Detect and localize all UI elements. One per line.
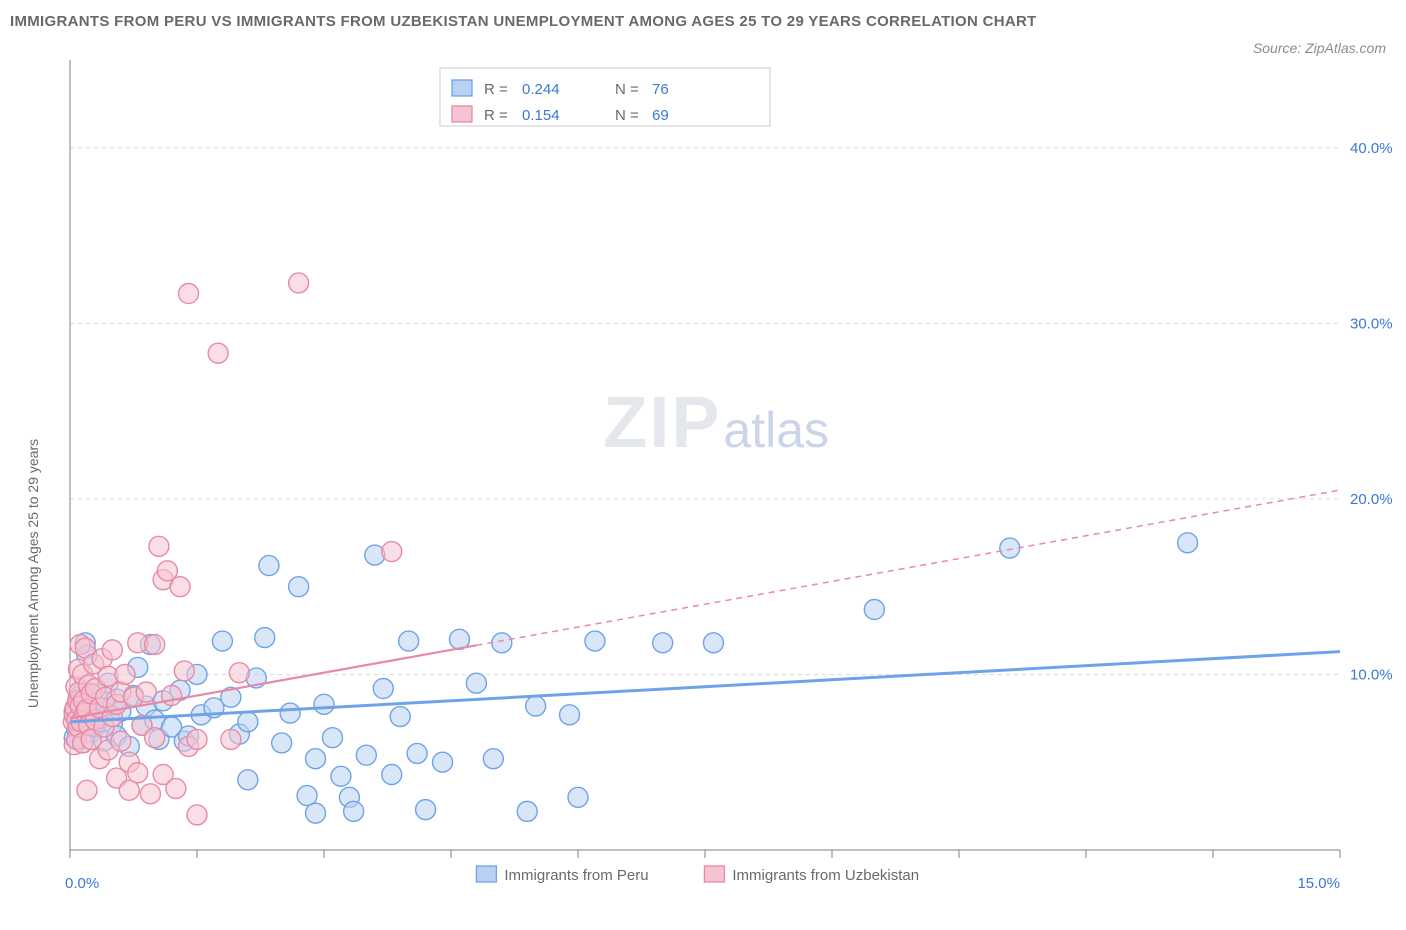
svg-text:20.0%: 20.0%	[1350, 491, 1393, 508]
scatter-chart: ZIPatlas 10.0% 20.0% 30.0% 40.0% 0.0% 15.0% Une…	[10, 40, 1396, 910]
chart-title: IMMIGRANTS FROM PERU VS IMMIGRANTS FROM …	[10, 10, 1110, 34]
svg-text:15.0%: 15.0%	[1297, 875, 1340, 892]
svg-text:10.0%: 10.0%	[1350, 666, 1393, 683]
svg-text:N =: N =	[615, 81, 639, 98]
svg-text:0.0%: 0.0%	[65, 875, 99, 892]
svg-text:76: 76	[652, 81, 669, 98]
svg-text:30.0%: 30.0%	[1350, 315, 1393, 332]
svg-text:R =: R =	[484, 81, 508, 98]
svg-text:Immigrants from Peru: Immigrants from Peru	[504, 867, 648, 884]
svg-text:40.0%: 40.0%	[1350, 140, 1393, 157]
svg-text:69: 69	[652, 107, 669, 124]
svg-text:R =: R =	[484, 107, 508, 124]
svg-text:Immigrants from Uzbekistan: Immigrants from Uzbekistan	[732, 867, 919, 884]
svg-text:Unemployment Among Ages 25 to: Unemployment Among Ages 25 to 29 years	[25, 439, 41, 708]
series	[63, 273, 401, 825]
svg-text:ZIPatlas: ZIPatlas	[603, 383, 829, 463]
svg-text:0.154: 0.154	[522, 107, 560, 124]
svg-text:0.244: 0.244	[522, 81, 560, 98]
svg-text:N =: N =	[615, 107, 639, 124]
